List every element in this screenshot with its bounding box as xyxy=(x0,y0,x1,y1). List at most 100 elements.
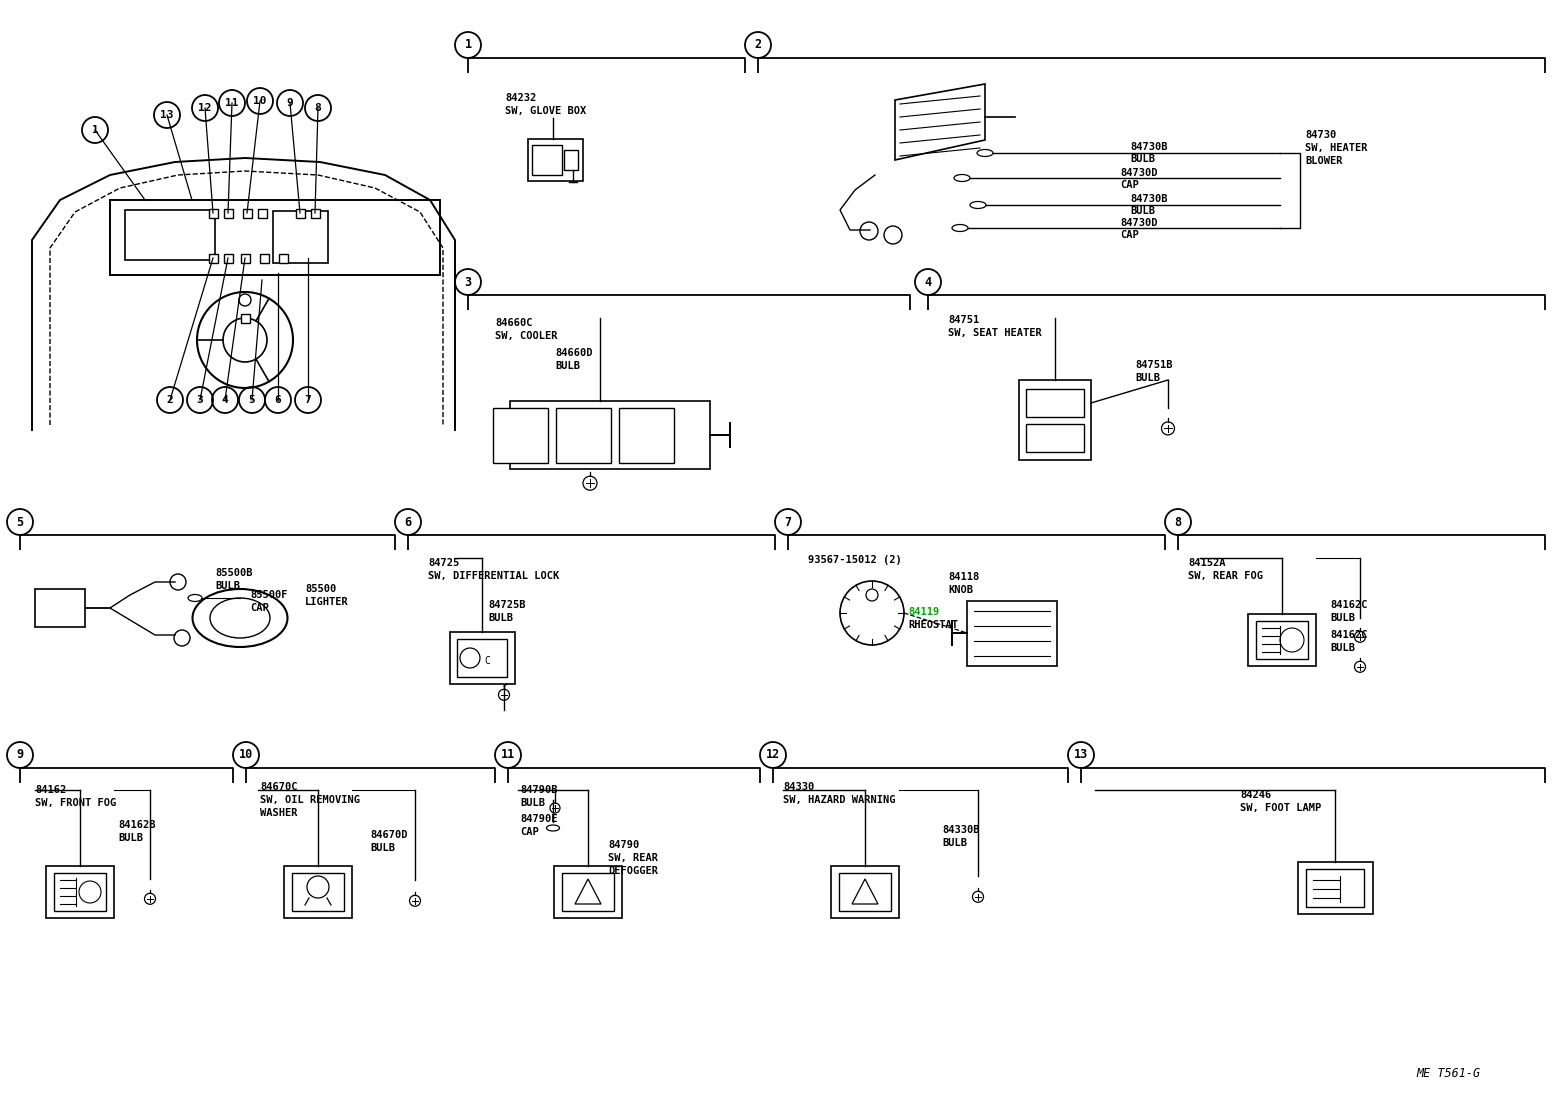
Text: BULB: BULB xyxy=(520,797,545,808)
FancyBboxPatch shape xyxy=(511,401,709,469)
FancyBboxPatch shape xyxy=(554,866,622,918)
Ellipse shape xyxy=(951,224,968,232)
Text: BLOWER: BLOWER xyxy=(1305,156,1342,166)
Text: 84730B: 84730B xyxy=(1130,142,1167,152)
Text: 84162C: 84162C xyxy=(1330,600,1367,610)
FancyBboxPatch shape xyxy=(450,632,515,684)
Text: 12: 12 xyxy=(765,748,781,762)
Text: 84725B: 84725B xyxy=(487,600,526,610)
Text: BULB: BULB xyxy=(1130,206,1155,216)
Text: 2: 2 xyxy=(166,395,174,405)
FancyBboxPatch shape xyxy=(492,408,548,463)
Text: 84790: 84790 xyxy=(608,840,639,850)
Text: SW, FRONT FOG: SW, FRONT FOG xyxy=(36,797,116,808)
Text: 84751B: 84751B xyxy=(1135,360,1172,370)
Text: 84790B: 84790B xyxy=(520,785,557,795)
Text: 8: 8 xyxy=(1175,515,1181,529)
Text: 7: 7 xyxy=(304,395,312,405)
Text: CAP: CAP xyxy=(1121,230,1139,240)
FancyBboxPatch shape xyxy=(1026,389,1083,417)
FancyBboxPatch shape xyxy=(241,253,250,262)
FancyBboxPatch shape xyxy=(223,208,233,217)
Text: 84725: 84725 xyxy=(428,558,459,568)
Text: SW, REAR FOG: SW, REAR FOG xyxy=(1187,571,1263,581)
FancyBboxPatch shape xyxy=(556,408,610,463)
Text: SW, DIFFERENTIAL LOCK: SW, DIFFERENTIAL LOCK xyxy=(428,571,559,581)
Text: BULB: BULB xyxy=(369,843,396,853)
Text: 84670C: 84670C xyxy=(261,782,298,792)
FancyBboxPatch shape xyxy=(208,253,217,262)
Text: LIGHTER: LIGHTER xyxy=(306,597,349,607)
FancyBboxPatch shape xyxy=(967,600,1057,665)
FancyBboxPatch shape xyxy=(1256,620,1308,659)
Text: 84730D: 84730D xyxy=(1121,218,1158,228)
Text: BULB: BULB xyxy=(216,581,241,591)
Text: 84330: 84330 xyxy=(784,782,815,792)
Text: 6: 6 xyxy=(405,515,411,529)
Text: CAP: CAP xyxy=(520,827,539,837)
FancyBboxPatch shape xyxy=(259,253,268,262)
FancyBboxPatch shape xyxy=(295,208,304,217)
Text: 6: 6 xyxy=(275,395,281,405)
Text: WASHER: WASHER xyxy=(261,808,298,818)
Text: C: C xyxy=(484,656,490,666)
Text: 85500F: 85500F xyxy=(250,590,287,600)
FancyBboxPatch shape xyxy=(1297,862,1372,914)
Text: CAP: CAP xyxy=(250,603,268,613)
FancyBboxPatch shape xyxy=(284,866,352,918)
Text: 3: 3 xyxy=(464,276,472,289)
Text: 4: 4 xyxy=(925,276,931,289)
Text: 5: 5 xyxy=(248,395,256,405)
Ellipse shape xyxy=(978,149,993,157)
Text: BULB: BULB xyxy=(1130,155,1155,164)
Text: BULB: BULB xyxy=(942,838,967,848)
Text: 13: 13 xyxy=(160,110,174,120)
Text: 84232: 84232 xyxy=(504,93,537,103)
FancyBboxPatch shape xyxy=(273,211,327,263)
Text: 10: 10 xyxy=(253,96,267,106)
Text: SW, GLOVE BOX: SW, GLOVE BOX xyxy=(504,106,587,116)
FancyBboxPatch shape xyxy=(47,866,113,918)
FancyBboxPatch shape xyxy=(562,872,615,911)
Text: 11: 11 xyxy=(225,99,239,108)
Text: SW, FOOT LAMP: SW, FOOT LAMP xyxy=(1240,803,1321,813)
Text: 12: 12 xyxy=(199,103,211,113)
Text: 84660C: 84660C xyxy=(495,318,532,328)
Text: BULB: BULB xyxy=(1330,613,1355,623)
Text: 2: 2 xyxy=(754,38,762,52)
FancyBboxPatch shape xyxy=(1020,380,1091,460)
Text: KNOB: KNOB xyxy=(948,585,973,595)
FancyBboxPatch shape xyxy=(208,208,217,217)
Text: 84152A: 84152A xyxy=(1187,558,1226,568)
Text: SW, SEAT HEATER: SW, SEAT HEATER xyxy=(948,328,1041,338)
FancyBboxPatch shape xyxy=(1248,614,1316,666)
Text: BULB: BULB xyxy=(487,613,514,623)
FancyBboxPatch shape xyxy=(830,866,899,918)
Text: 84730B: 84730B xyxy=(1130,194,1167,204)
Text: 84660D: 84660D xyxy=(556,348,593,358)
Text: SW, HAZARD WARNING: SW, HAZARD WARNING xyxy=(784,795,896,805)
Text: ME T561-G: ME T561-G xyxy=(1415,1067,1481,1080)
Text: 84670D: 84670D xyxy=(369,830,408,840)
FancyBboxPatch shape xyxy=(619,408,674,463)
FancyBboxPatch shape xyxy=(1305,869,1364,907)
Text: 8: 8 xyxy=(315,103,321,113)
Text: SW, HEATER: SW, HEATER xyxy=(1305,143,1367,153)
Text: BULB: BULB xyxy=(118,833,143,843)
Text: 84751: 84751 xyxy=(948,315,979,325)
FancyBboxPatch shape xyxy=(36,589,85,627)
Ellipse shape xyxy=(970,202,986,208)
Ellipse shape xyxy=(188,595,202,601)
FancyBboxPatch shape xyxy=(1026,424,1083,452)
Text: 10: 10 xyxy=(239,748,253,762)
Text: 84118: 84118 xyxy=(948,572,979,582)
Text: 84330B: 84330B xyxy=(942,825,979,836)
FancyBboxPatch shape xyxy=(242,208,251,217)
FancyBboxPatch shape xyxy=(840,872,891,911)
Text: BULB: BULB xyxy=(556,361,580,371)
Text: 7: 7 xyxy=(784,515,792,529)
FancyBboxPatch shape xyxy=(241,314,250,323)
FancyBboxPatch shape xyxy=(310,208,320,217)
Ellipse shape xyxy=(546,825,560,831)
Text: SW, COOLER: SW, COOLER xyxy=(495,332,557,340)
